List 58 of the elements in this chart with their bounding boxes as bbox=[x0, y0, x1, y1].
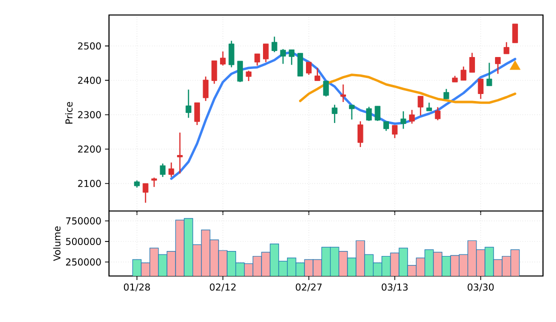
candlestick bbox=[228, 40, 234, 68]
candlestick bbox=[202, 76, 209, 102]
candlestick bbox=[263, 43, 269, 63]
candlestick bbox=[495, 56, 501, 74]
candlestick bbox=[142, 182, 148, 204]
candlestick bbox=[418, 96, 424, 116]
candlestick bbox=[177, 132, 183, 174]
y-axis-title: Price bbox=[65, 102, 73, 124]
y-tick-label: 250000 bbox=[66, 258, 101, 266]
y-tick-label: 2100 bbox=[78, 180, 101, 188]
candlestick bbox=[469, 52, 475, 74]
y-tick-label: 2400 bbox=[78, 76, 101, 84]
line-series bbox=[170, 50, 516, 180]
x-tick-label: 01/28 bbox=[124, 284, 150, 292]
candlestick bbox=[340, 84, 346, 103]
candlestick bbox=[374, 106, 380, 122]
candlestick bbox=[460, 66, 466, 81]
candlestick bbox=[400, 110, 406, 130]
candlestick bbox=[323, 80, 329, 98]
y-tick-label: 500000 bbox=[66, 238, 101, 246]
candlestick bbox=[504, 42, 510, 54]
candlestick bbox=[486, 62, 492, 86]
candlestick bbox=[332, 104, 338, 124]
candlestick bbox=[434, 106, 441, 121]
candlestick bbox=[254, 53, 260, 66]
candlestick bbox=[348, 104, 355, 120]
x-tick-label: 03/30 bbox=[468, 284, 494, 292]
y-axis-title: Volume bbox=[53, 226, 61, 262]
candlestick bbox=[168, 162, 174, 178]
y-tick-label: 2200 bbox=[78, 146, 101, 153]
candlestick bbox=[246, 70, 252, 82]
candlestick bbox=[358, 120, 364, 148]
candlestick bbox=[314, 67, 320, 82]
candlestick bbox=[211, 60, 218, 84]
candlestick bbox=[383, 121, 389, 132]
y-tick-label: 2300 bbox=[78, 111, 101, 118]
candlestick bbox=[151, 177, 157, 188]
candlestick bbox=[306, 62, 312, 76]
candlestick bbox=[280, 48, 286, 64]
candlestick bbox=[186, 89, 192, 118]
y-tick-label: 750000 bbox=[66, 217, 101, 224]
candlestick bbox=[220, 50, 226, 66]
candlestick bbox=[297, 52, 304, 77]
candlestick bbox=[237, 60, 243, 83]
candlestick bbox=[392, 124, 398, 139]
candlestick bbox=[194, 102, 200, 126]
candlestick bbox=[366, 106, 372, 122]
y-tick-label: 2500 bbox=[78, 42, 101, 50]
candlestick bbox=[443, 88, 450, 100]
candlestick bbox=[160, 162, 166, 178]
candlestick bbox=[409, 109, 415, 124]
candlestick bbox=[478, 78, 484, 100]
candlestick bbox=[288, 49, 294, 66]
candlestick bbox=[272, 36, 278, 53]
x-tick-label: 02/12 bbox=[210, 284, 236, 292]
x-tick-label: 02/27 bbox=[296, 284, 322, 292]
x-tick-label: 03/13 bbox=[382, 284, 408, 292]
candlestick bbox=[512, 23, 518, 44]
